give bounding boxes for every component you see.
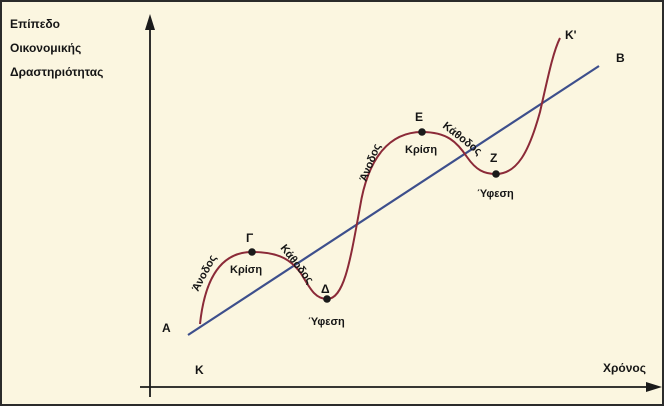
point-g-letter: Γ xyxy=(246,231,254,245)
trend-end-label: Β xyxy=(616,51,625,65)
phase-label-fall-2: Κάθοδος xyxy=(440,120,484,158)
x-axis-label: Χρόνος xyxy=(603,361,646,375)
y-axis-label-line-2: Οικονομικής xyxy=(10,41,81,55)
point-d-dot xyxy=(323,295,331,303)
phase-label-fall-1: Κάθοδος xyxy=(278,242,316,286)
point-e-phase: Κρίση xyxy=(405,144,437,156)
y-axis-label-line-3: Δραστηριότητας xyxy=(10,65,103,79)
trend-line xyxy=(187,65,600,336)
point-d-phase: Ύφεση xyxy=(308,316,345,328)
x-axis-arrow xyxy=(646,382,662,392)
y-axis-label-line-1: Επίπεδο xyxy=(10,17,60,31)
point-g-phase: Κρίση xyxy=(230,264,262,276)
cycle-start-label: Κ xyxy=(195,363,204,377)
cycle-curve xyxy=(199,37,561,325)
cycle-end-label: Κ' xyxy=(565,28,577,42)
point-e-dot xyxy=(418,128,426,136)
phase-label-rise-2: Άνοδος xyxy=(358,142,384,183)
point-e-letter: Ε xyxy=(415,110,423,124)
y-axis-arrow xyxy=(145,14,155,30)
point-z-dot xyxy=(492,170,500,178)
point-z-letter: Ζ xyxy=(490,151,497,165)
point-g-dot xyxy=(248,248,256,256)
point-d-letter: Δ xyxy=(321,282,330,296)
point-z-phase: Ύφεση xyxy=(477,188,514,200)
trend-start-label: Α xyxy=(162,321,171,335)
